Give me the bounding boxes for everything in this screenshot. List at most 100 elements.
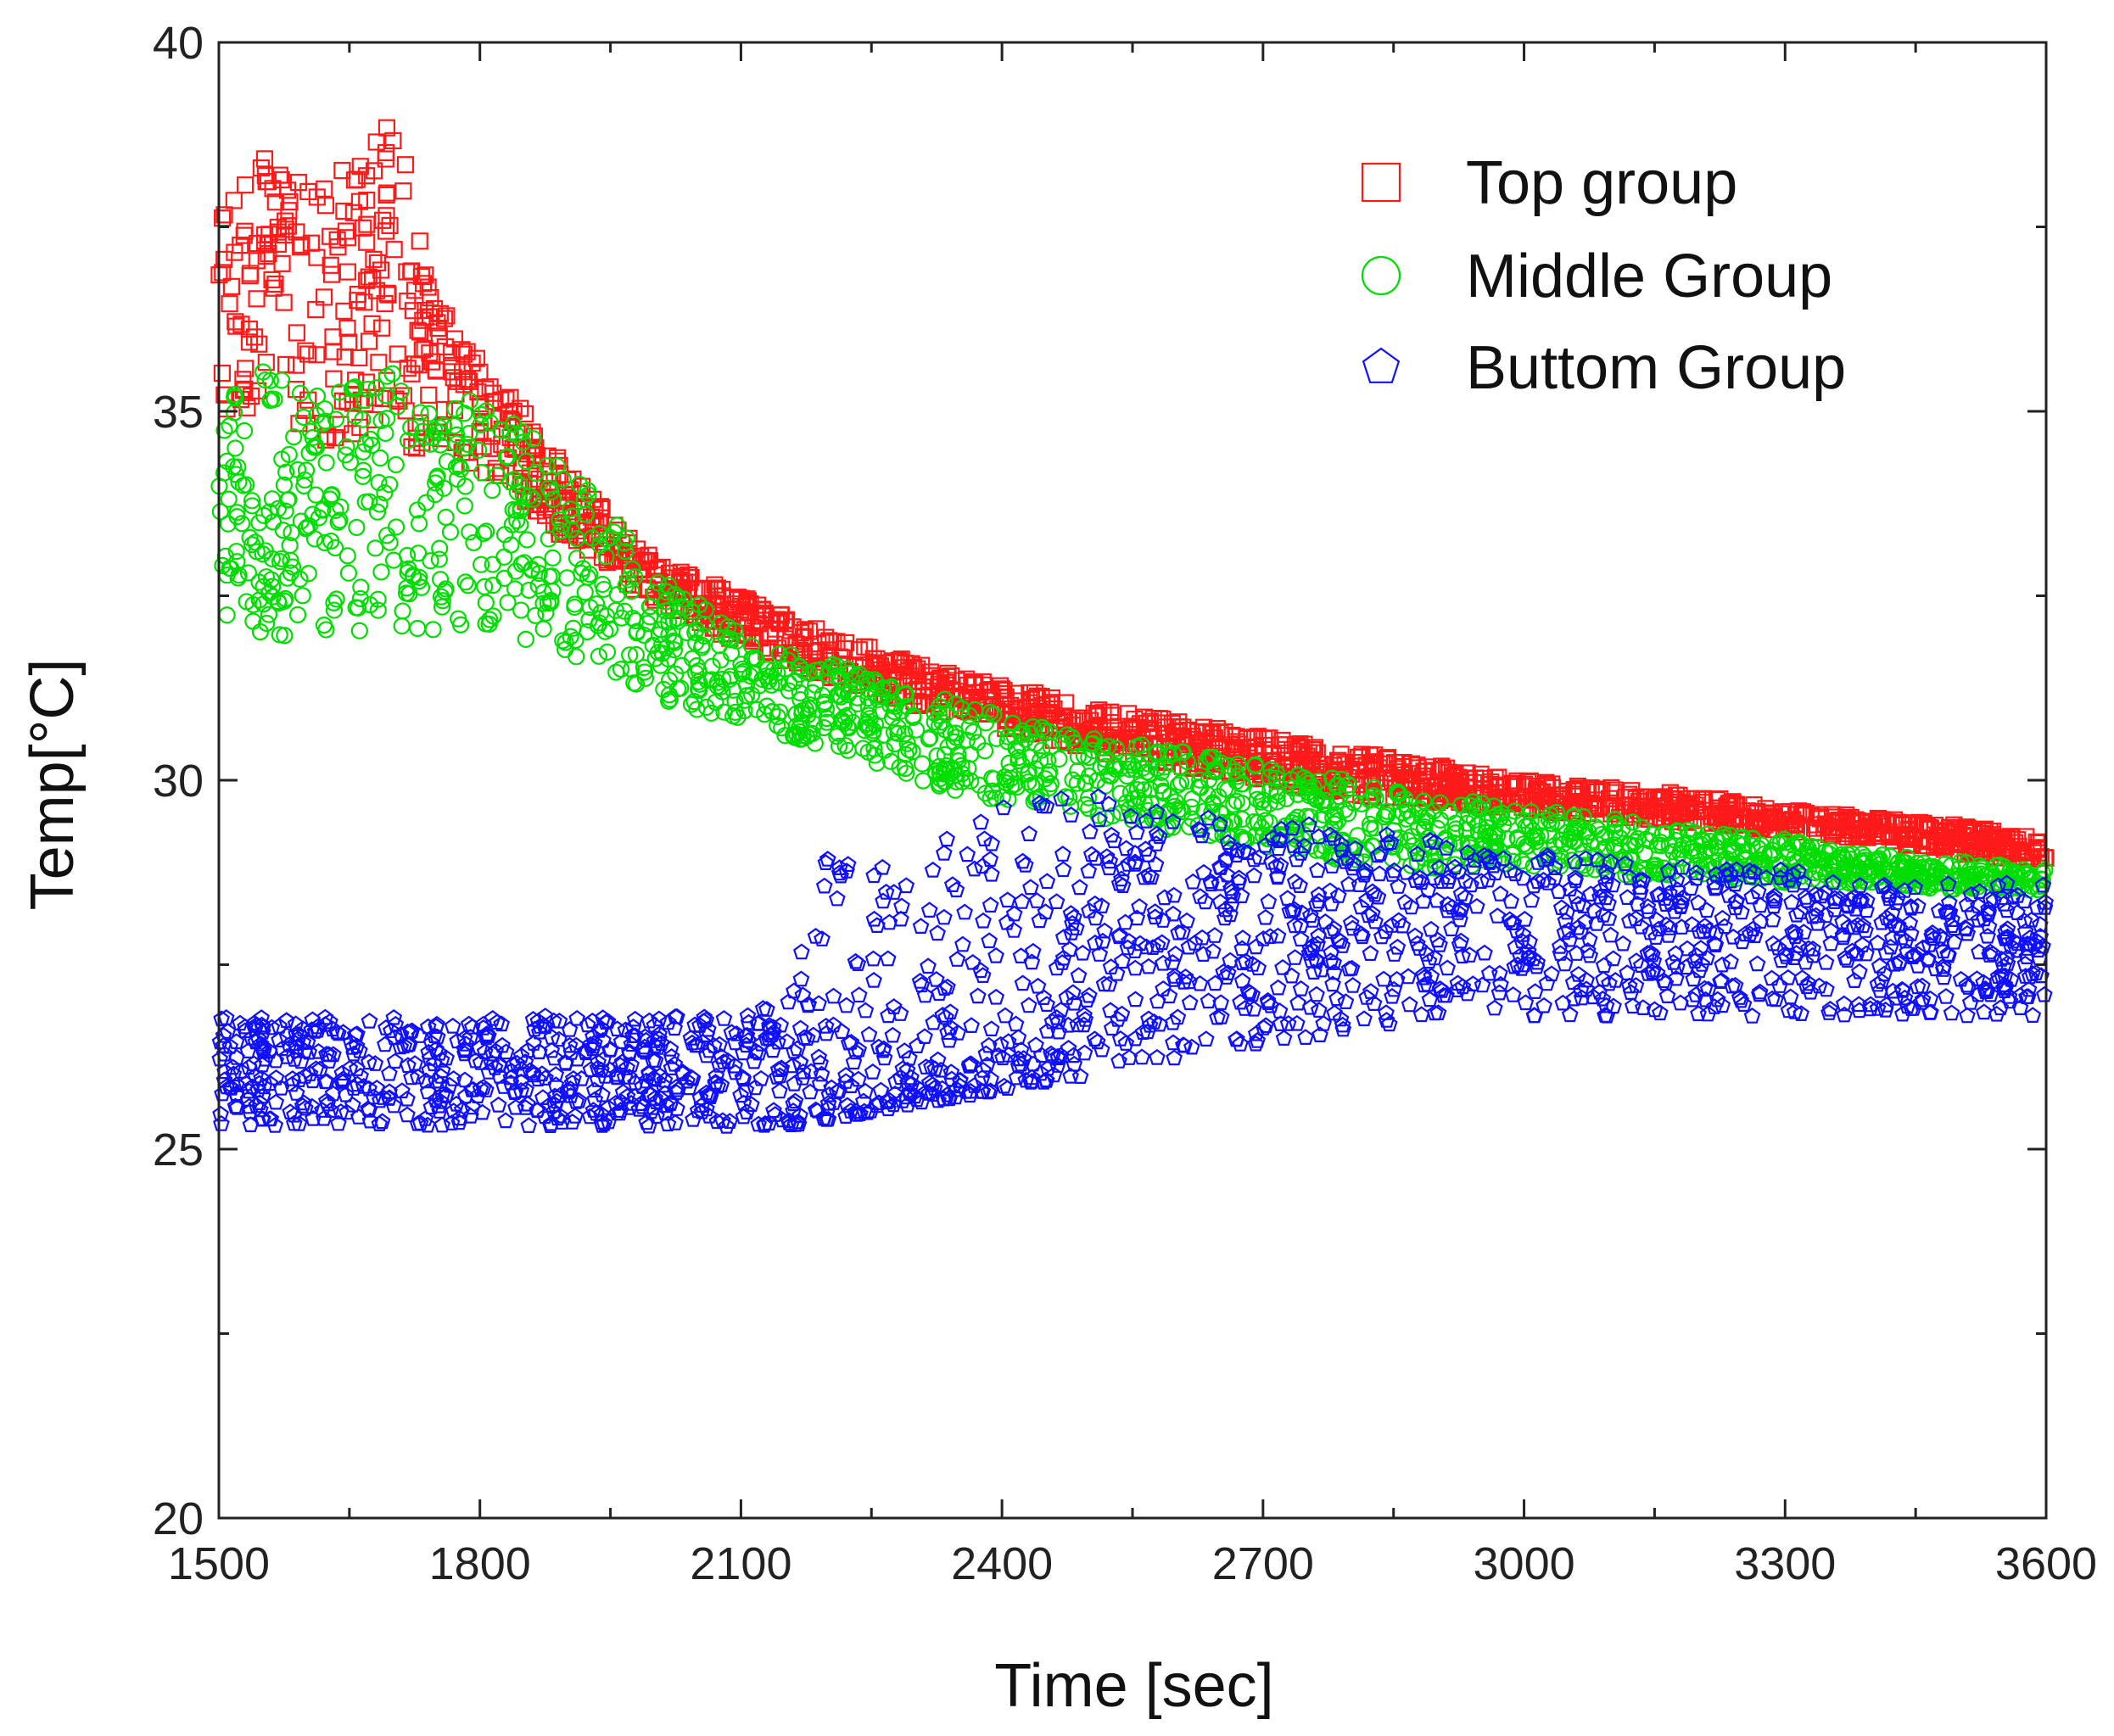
data-point xyxy=(1390,878,1407,894)
data-point xyxy=(277,463,295,481)
data-point xyxy=(433,592,451,610)
data-point xyxy=(1472,765,1490,783)
data-point xyxy=(378,367,396,385)
data-point xyxy=(827,661,845,680)
data-point xyxy=(465,533,483,552)
data-point xyxy=(1604,876,1621,893)
data-point xyxy=(903,743,921,761)
data-point xyxy=(936,844,953,861)
data-point xyxy=(1169,1008,1187,1025)
data-point xyxy=(837,996,855,1013)
data-point xyxy=(1574,807,1592,826)
data-point xyxy=(715,703,733,721)
data-point xyxy=(1272,1015,1289,1032)
data-point xyxy=(519,1095,536,1112)
data-point xyxy=(1101,852,1119,869)
data-point xyxy=(1155,784,1172,802)
data-point xyxy=(1309,862,1326,879)
data-point xyxy=(497,390,515,408)
data-point xyxy=(399,1106,416,1123)
data-point xyxy=(2019,935,2036,952)
data-point xyxy=(649,574,667,592)
data-point xyxy=(663,1059,680,1076)
data-point xyxy=(481,611,499,628)
data-point xyxy=(1771,977,1788,993)
data-point xyxy=(317,621,335,639)
data-point xyxy=(1776,830,1793,848)
data-point xyxy=(234,371,252,388)
data-point xyxy=(437,580,455,598)
data-point xyxy=(428,362,445,380)
data-point xyxy=(256,166,274,185)
data-point xyxy=(2036,861,2054,879)
data-point xyxy=(1247,1035,1265,1052)
data-point xyxy=(1393,791,1411,809)
data-point xyxy=(1080,767,1098,785)
data-point xyxy=(660,692,678,710)
data-point xyxy=(660,577,678,594)
data-point xyxy=(424,621,442,639)
data-point xyxy=(1152,777,1170,795)
data-point xyxy=(358,271,376,289)
data-point xyxy=(443,343,461,361)
data-point xyxy=(331,511,349,529)
data-point xyxy=(1375,808,1393,826)
data-point xyxy=(539,594,557,612)
data-point xyxy=(879,950,897,967)
data-point xyxy=(1774,803,1792,821)
data-point xyxy=(1156,889,1173,906)
data-point xyxy=(1528,781,1546,799)
data-point xyxy=(563,507,581,525)
data-point xyxy=(1385,946,1403,962)
data-point xyxy=(280,490,298,509)
data-point xyxy=(449,372,467,390)
data-point xyxy=(484,482,501,500)
data-point xyxy=(350,193,369,210)
data-point xyxy=(1033,797,1051,814)
data-point xyxy=(1054,846,1071,862)
data-point xyxy=(1797,889,1815,905)
data-point xyxy=(954,935,971,952)
data-point xyxy=(752,611,770,629)
data-point xyxy=(473,1103,491,1120)
data-point xyxy=(1958,976,1976,993)
data-point xyxy=(875,1041,892,1058)
data-point xyxy=(422,552,439,570)
data-point xyxy=(1763,804,1781,822)
data-point xyxy=(931,757,948,776)
data-point xyxy=(1667,790,1685,808)
data-point xyxy=(534,620,552,638)
data-point xyxy=(586,500,604,518)
data-point xyxy=(1586,861,1604,879)
data-point xyxy=(1334,937,1351,953)
data-point xyxy=(817,700,836,717)
data-point xyxy=(355,219,372,237)
data-point xyxy=(1816,884,1833,901)
data-point xyxy=(305,438,323,456)
data-point xyxy=(1379,749,1397,767)
data-point xyxy=(1283,967,1300,984)
data-point xyxy=(1146,903,1164,919)
data-point xyxy=(715,1010,733,1026)
data-point xyxy=(232,236,249,254)
data-point xyxy=(1824,874,1842,890)
data-point xyxy=(325,601,344,619)
data-point xyxy=(438,453,456,471)
data-point xyxy=(616,602,634,620)
data-point xyxy=(1082,823,1099,840)
data-point xyxy=(1174,743,1192,762)
data-point xyxy=(564,619,582,637)
data-point xyxy=(892,653,909,671)
data-point xyxy=(1902,898,1920,914)
data-point xyxy=(898,1061,916,1078)
data-point xyxy=(281,193,299,211)
data-point xyxy=(1369,846,1387,863)
data-point xyxy=(504,501,522,519)
data-point xyxy=(1178,912,1195,929)
data-point xyxy=(960,706,978,725)
data-point xyxy=(646,1032,663,1048)
data-point xyxy=(1071,879,1088,896)
data-point xyxy=(215,421,233,439)
data-point xyxy=(478,402,495,420)
data-point xyxy=(817,854,835,871)
